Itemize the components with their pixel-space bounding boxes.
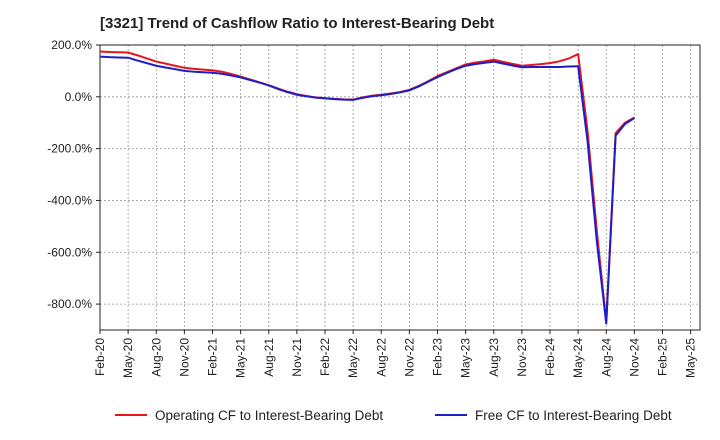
x-tick-label: May-20 [121,338,135,378]
x-tick-label: Aug-22 [374,338,388,377]
x-tick-label: Nov-23 [515,338,529,377]
legend: Operating CF to Interest-Bearing Debt Fre… [115,408,672,423]
plot-frame [99,44,701,331]
legend-label: Operating CF to Interest-Bearing Debt [155,408,383,423]
series-layer [99,50,635,325]
x-axis-ticks: Feb-20 May-20 Aug-20 Nov-20 Feb-21 May-21 Aug-… [93,330,698,378]
x-tick-label: Aug-23 [487,338,501,377]
x-tick-label: May-22 [346,338,360,378]
x-tick-label: May-25 [684,338,698,378]
series-line-free-cf [99,55,635,325]
x-tick-label: Nov-21 [290,338,304,377]
y-axis-ticks: 200.0% 0.0% -200.0% -400.0% -600.0% -800.0% [47,38,100,311]
x-tick-label: Feb-25 [656,338,670,376]
x-tick-label: Nov-22 [402,338,416,377]
series-line-operating-cf [99,50,635,324]
y-tick-label: 200.0% [51,38,92,52]
x-tick-label: Aug-21 [262,338,276,377]
x-tick-label: May-23 [459,338,473,378]
x-tick-label: May-21 [234,338,248,378]
x-tick-label: Nov-24 [627,338,641,377]
y-tick-label: -800.0% [47,297,92,311]
x-tick-label: Feb-23 [431,338,445,376]
legend-label: Free CF to Interest-Bearing Debt [475,408,672,423]
x-tick-label: Feb-24 [543,338,557,376]
grid-layer [99,44,700,330]
x-tick-label: May-24 [571,338,585,378]
x-tick-label: Aug-24 [599,338,613,377]
x-tick-label: Aug-20 [149,338,163,377]
y-tick-label: 0.0% [65,90,93,104]
x-tick-label: Feb-20 [93,338,107,376]
x-tick-label: Nov-20 [177,338,191,377]
x-tick-label: Feb-21 [206,338,220,376]
y-tick-label: -400.0% [47,193,92,207]
x-tick-label: Feb-22 [318,338,332,376]
y-tick-label: -200.0% [47,142,92,156]
y-tick-label: -600.0% [47,245,92,259]
chart-title: [3321] Trend of Cashflow Ratio to Intere… [100,15,495,32]
